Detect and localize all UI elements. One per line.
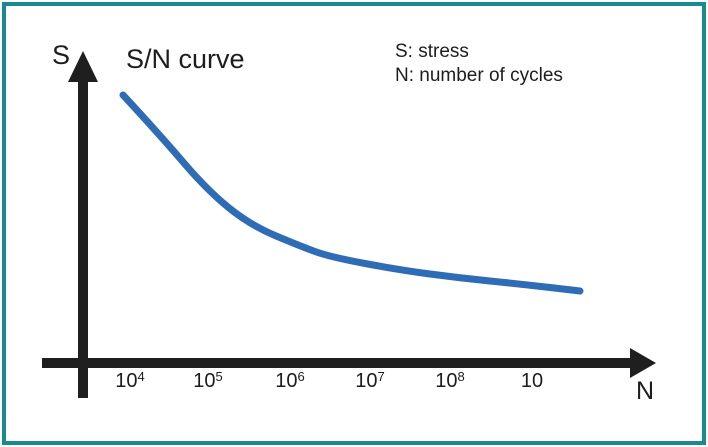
tick-exponent: 5 xyxy=(215,369,223,384)
chart-title: S/N curve xyxy=(126,44,245,74)
legend-line-cycles: N: number of cycles xyxy=(395,65,563,86)
tick-exponent: 8 xyxy=(457,369,465,384)
tick-base: 10 xyxy=(193,370,216,392)
tick-base: 10 xyxy=(275,370,298,392)
tick-base: 10 xyxy=(435,370,458,392)
x-tick-10e7: 107 xyxy=(338,369,402,393)
y-axis-arrowhead-icon xyxy=(68,51,98,82)
x-tick-10e4: 104 xyxy=(98,369,162,393)
y-axis-line xyxy=(78,75,88,398)
tick-exponent: 6 xyxy=(297,369,305,384)
legend-line-stress: S: stress xyxy=(395,41,469,62)
x-tick-10e6: 106 xyxy=(258,369,322,393)
x-axis-line xyxy=(42,358,634,368)
x-tick-10: 10 xyxy=(500,369,564,393)
x-axis-label: N xyxy=(635,377,655,405)
x-axis-arrowhead-icon xyxy=(630,348,656,378)
tick-exponent: 4 xyxy=(137,369,145,384)
y-axis-label: S xyxy=(52,40,71,70)
x-tick-10e8: 108 xyxy=(418,369,482,393)
tick-base: 10 xyxy=(115,370,138,392)
legend: S: stress N: number of cycles xyxy=(395,40,563,88)
tick-exponent: 7 xyxy=(377,369,385,384)
tick-base: 10 xyxy=(520,370,544,392)
tick-base: 10 xyxy=(355,370,378,392)
x-tick-10e5: 105 xyxy=(176,369,240,393)
sn-curve xyxy=(119,91,584,295)
